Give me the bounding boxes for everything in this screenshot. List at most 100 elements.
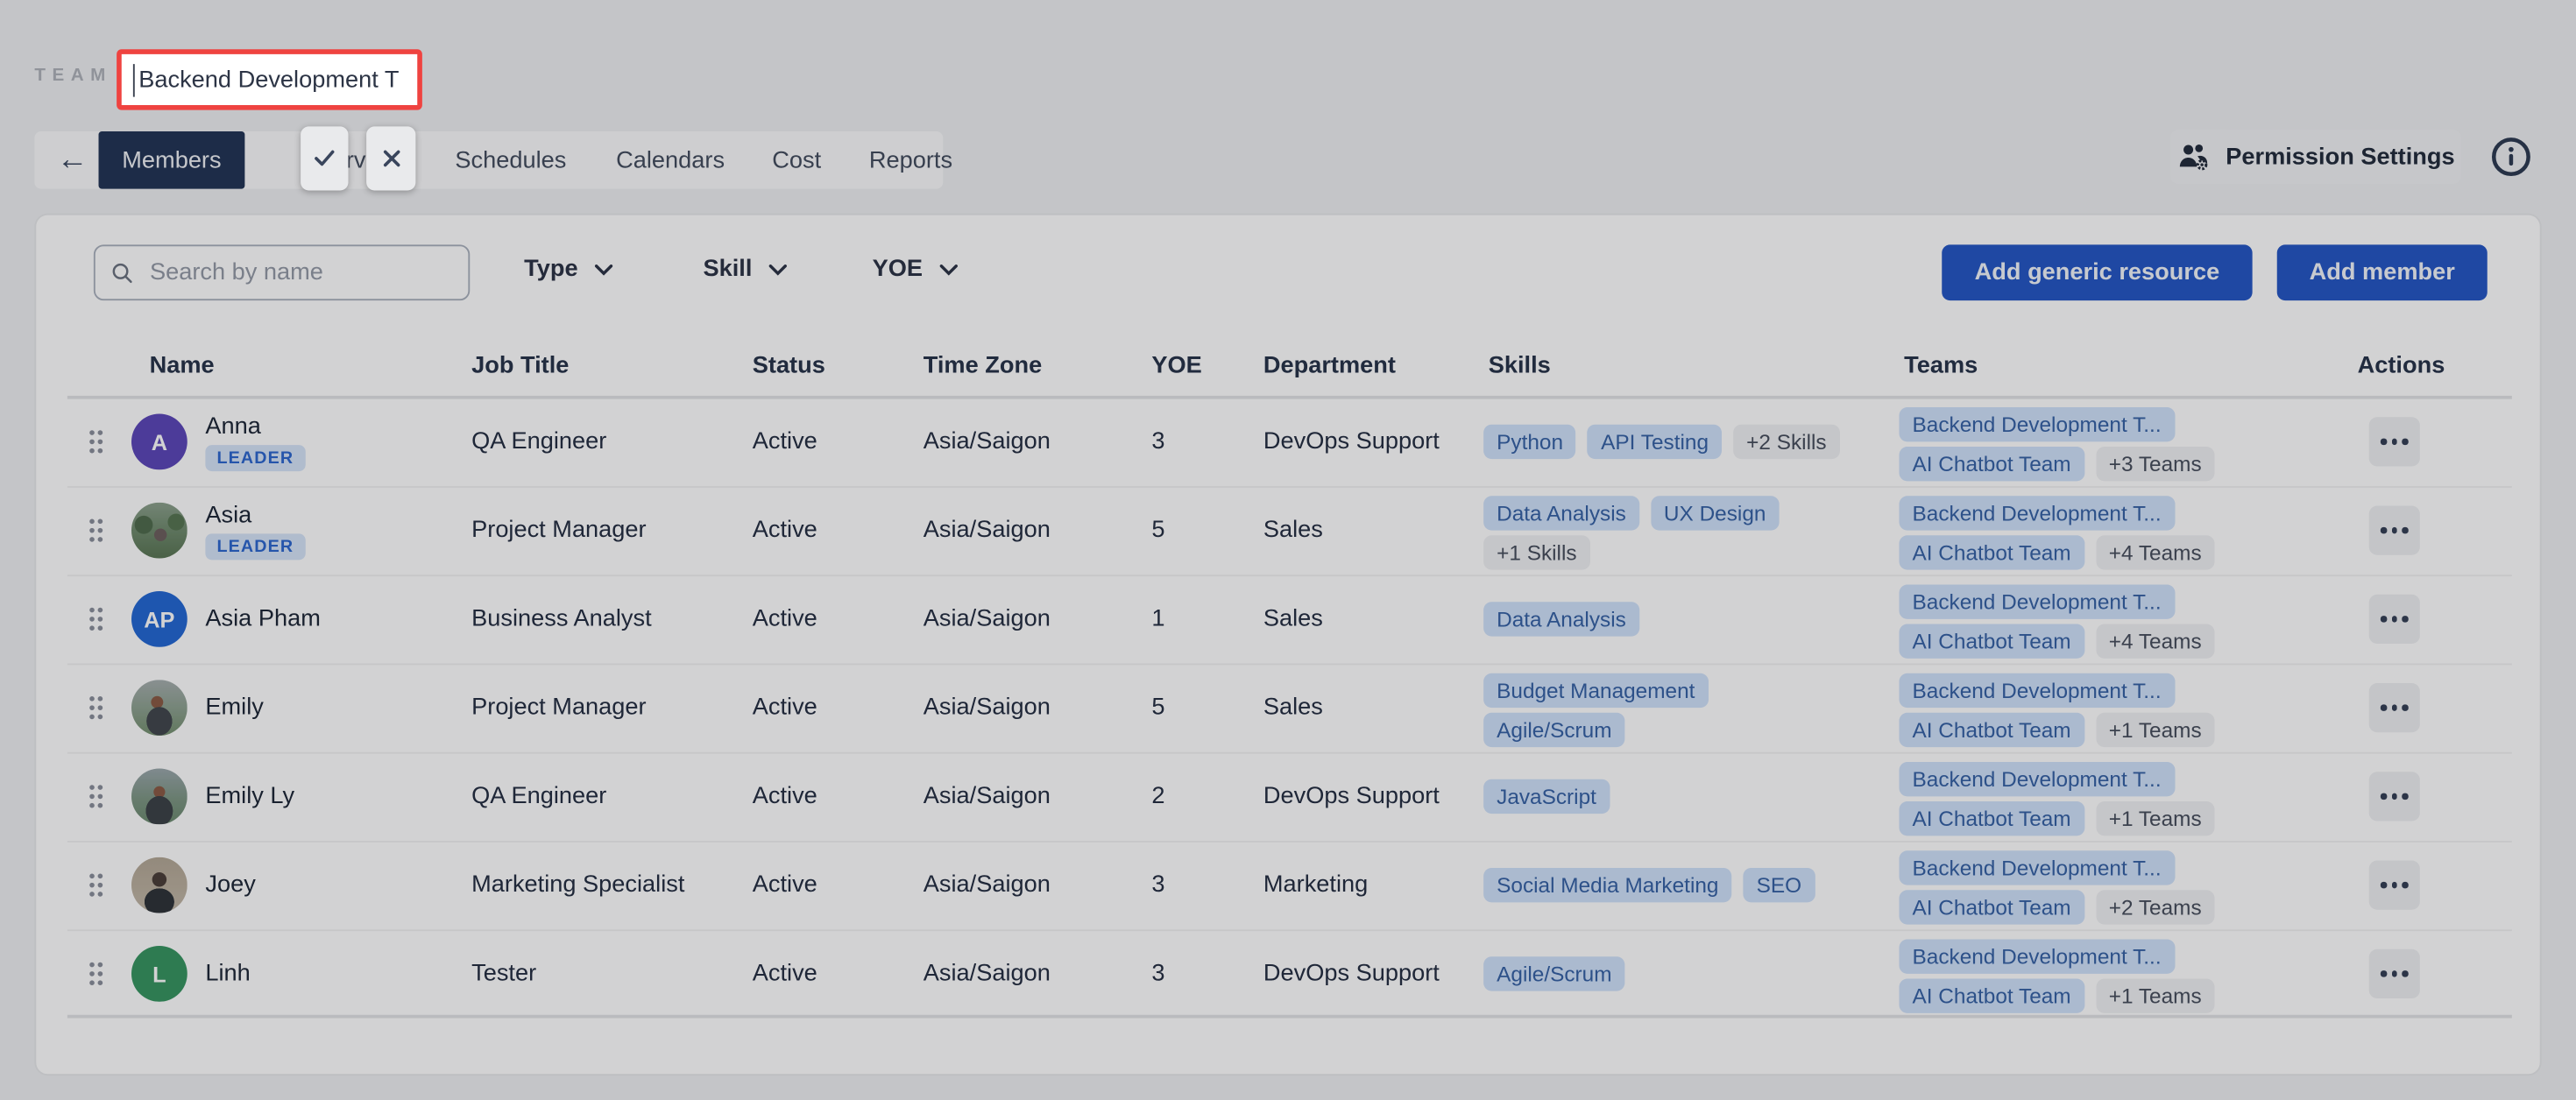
team-chip: Backend Development T...: [1899, 762, 2175, 797]
avatar: [131, 680, 188, 736]
teams-cell: Backend Development T... AI Chatbot Team…: [1899, 939, 2215, 1013]
drag-handle-icon[interactable]: [88, 695, 103, 720]
job-title-cell: Tester: [471, 960, 537, 987]
team-chip: AI Chatbot Team: [1899, 624, 2084, 659]
drag-handle-icon[interactable]: [88, 518, 103, 543]
department-cell: DevOps Support: [1263, 960, 1440, 987]
row-actions-button[interactable]: [2368, 860, 2420, 910]
skill-filter-dropdown[interactable]: Skill: [704, 257, 787, 283]
time-zone-cell: Asia/Saigon: [923, 695, 1051, 722]
team-label: TEAM: [34, 66, 112, 86]
column-header-department: Department: [1263, 353, 1396, 380]
team-chip: AI Chatbot Team: [1899, 978, 2084, 1013]
add-member-button[interactable]: Add member: [2276, 244, 2488, 301]
members-panel: Type Skill YOE Add generic resource Add …: [34, 213, 2542, 1076]
table-row: AP Asia Pham Business Analyst Active Asi…: [36, 575, 2540, 663]
table-row: Emily Project Manager Active Asia/Saigon…: [36, 664, 2540, 752]
drag-handle-icon[interactable]: [88, 784, 103, 808]
tab-schedules[interactable]: Schedules: [455, 146, 567, 173]
skills-cell: Budget Management Agile/Scrum: [1483, 673, 1709, 748]
yoe-cell: 3: [1151, 871, 1165, 899]
drag-handle-icon[interactable]: [88, 607, 103, 631]
tab-reports[interactable]: Reports: [868, 146, 953, 173]
department-cell: Sales: [1263, 695, 1323, 722]
more-teams-chip[interactable]: +1 Teams: [2095, 978, 2215, 1013]
leader-badge: LEADER: [205, 532, 306, 560]
row-divider: [67, 663, 2512, 666]
team-chip: Backend Development T...: [1899, 584, 2175, 619]
info-button[interactable]: [2491, 137, 2532, 178]
table-row: L Linh Tester Active Asia/Saigon 3 DevOp…: [36, 929, 2540, 1018]
drag-handle-icon[interactable]: [88, 429, 103, 454]
row-actions-button[interactable]: [2368, 594, 2420, 644]
skills-cell: Social Media Marketing SEO: [1483, 867, 1815, 903]
drag-handle-icon[interactable]: [88, 962, 103, 986]
row-divider: [67, 751, 2512, 754]
header-divider: [67, 395, 2512, 399]
more-teams-chip[interactable]: +4 Teams: [2095, 535, 2215, 570]
skills-cell: Agile/Scrum: [1483, 956, 1625, 991]
skill-chip: Agile/Scrum: [1483, 956, 1625, 991]
permission-settings-button[interactable]: Permission Settings: [2169, 130, 2461, 184]
skill-chip: Python: [1483, 424, 1577, 460]
more-teams-chip[interactable]: +3 Teams: [2095, 447, 2215, 482]
yoe-filter-dropdown[interactable]: YOE: [873, 257, 958, 283]
row-actions-button[interactable]: [2368, 683, 2420, 733]
more-teams-chip[interactable]: +1 Teams: [2095, 712, 2215, 748]
time-zone-cell: Asia/Saigon: [923, 960, 1051, 987]
status-cell: Active: [752, 605, 817, 632]
teams-cell: Backend Development T... AI Chatbot Team…: [1899, 762, 2215, 836]
avatar: AP: [131, 591, 188, 647]
row-actions-button[interactable]: [2368, 772, 2420, 821]
teams-cell: Backend Development T... AI Chatbot Team…: [1899, 850, 2215, 925]
status-cell: Active: [752, 871, 817, 899]
more-skills-chip[interactable]: +1 Skills: [1483, 535, 1590, 570]
member-name-block: Asia LEADER: [205, 486, 306, 575]
job-title-cell: Business Analyst: [471, 605, 652, 632]
teams-cell: Backend Development T... AI Chatbot Team…: [1899, 673, 2215, 748]
row-divider: [67, 929, 2512, 932]
search-by-name-field[interactable]: [146, 257, 452, 288]
member-name-block: Emily Ly: [205, 752, 294, 841]
tab-cost[interactable]: Cost: [772, 146, 822, 173]
type-filter-dropdown[interactable]: Type: [524, 257, 612, 283]
team-chip: AI Chatbot Team: [1899, 535, 2084, 570]
tab-members[interactable]: Members: [98, 131, 245, 189]
back-button[interactable]: ←: [56, 142, 88, 177]
more-teams-chip[interactable]: +2 Teams: [2095, 890, 2215, 925]
search-input[interactable]: [93, 244, 471, 301]
row-actions-button[interactable]: [2368, 948, 2420, 998]
column-header-actions: Actions: [2357, 353, 2445, 380]
skills-cell: Data Analysis UX Design +1 Skills: [1483, 496, 1780, 570]
avatar: [131, 857, 188, 913]
yoe-cell: 3: [1151, 960, 1165, 987]
avatar: [131, 502, 188, 559]
yoe-cell: 5: [1151, 695, 1165, 722]
permission-settings-label: Permission Settings: [2226, 144, 2455, 171]
confirm-name-button[interactable]: [301, 126, 349, 191]
team-name-input[interactable]: [135, 66, 418, 93]
department-cell: DevOps Support: [1263, 428, 1440, 455]
row-actions-button[interactable]: [2368, 417, 2420, 467]
yoe-cell: 1: [1151, 605, 1165, 632]
department-cell: Marketing: [1263, 871, 1369, 899]
more-teams-chip[interactable]: +1 Teams: [2095, 801, 2215, 836]
skills-cell: Data Analysis: [1483, 602, 1639, 637]
avatar: [131, 768, 188, 825]
job-title-cell: Project Manager: [471, 517, 647, 544]
table-row: Joey Marketing Specialist Active Asia/Sa…: [36, 841, 2540, 929]
more-teams-chip[interactable]: +4 Teams: [2095, 624, 2215, 659]
time-zone-cell: Asia/Saigon: [923, 428, 1051, 455]
skill-chip: JavaScript: [1483, 779, 1610, 814]
tab-calendars[interactable]: Calendars: [616, 146, 725, 173]
more-skills-chip[interactable]: +2 Skills: [1733, 424, 1840, 460]
cancel-name-button[interactable]: [366, 126, 416, 191]
drag-handle-icon[interactable]: [88, 873, 103, 898]
add-generic-resource-button[interactable]: Add generic resource: [1942, 244, 2253, 301]
yoe-cell: 2: [1151, 783, 1165, 810]
status-cell: Active: [752, 517, 817, 544]
row-actions-button[interactable]: [2368, 505, 2420, 555]
team-chip: AI Chatbot Team: [1899, 712, 2084, 748]
